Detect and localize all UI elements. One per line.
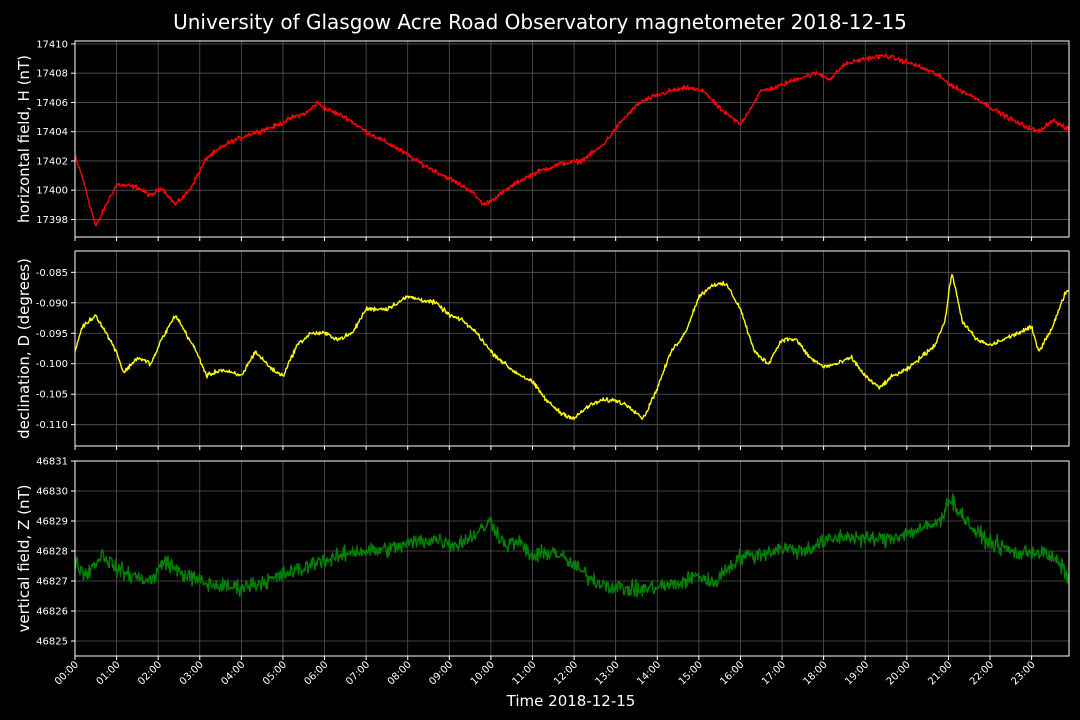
x-tick-label: 06:00 bbox=[302, 659, 330, 687]
y-axis-label: horizontal field, H (nT) bbox=[15, 55, 33, 223]
y-tick-label: 17404 bbox=[36, 127, 68, 138]
x-tick-label: 13:00 bbox=[594, 659, 622, 687]
figure-title: University of Glasgow Acre Road Observat… bbox=[173, 10, 907, 34]
x-tick-label: 09:00 bbox=[427, 659, 455, 687]
gridlines bbox=[75, 461, 1069, 656]
x-tick-label: 02:00 bbox=[136, 659, 164, 687]
y-tick-label: 46831 bbox=[36, 457, 68, 468]
y-tick-label: -0.105 bbox=[36, 390, 68, 401]
y-tick-label: -0.110 bbox=[36, 420, 68, 431]
x-tick-label: 04:00 bbox=[219, 659, 247, 687]
y-tick-label: 46830 bbox=[36, 487, 68, 498]
axes-frame bbox=[75, 251, 1069, 446]
gridlines bbox=[75, 251, 1069, 446]
y-tick-label: 17408 bbox=[36, 69, 68, 80]
axes-frame bbox=[75, 461, 1069, 656]
x-tick-label: 05:00 bbox=[261, 659, 289, 687]
axes-frame bbox=[75, 41, 1069, 237]
z-panel: 46825 46826 46827 46828 46829 46830 46831 verti… bbox=[15, 457, 1069, 661]
x-tick-label: 07:00 bbox=[344, 659, 372, 687]
x-tick-label: 10:00 bbox=[469, 659, 497, 687]
y-tick-label: 46828 bbox=[36, 547, 68, 558]
x-tick-label: 23:00 bbox=[1010, 659, 1038, 687]
x-tick-label: 03:00 bbox=[178, 659, 206, 687]
y-tick-label: -0.095 bbox=[36, 329, 68, 340]
x-tick-label: 15:00 bbox=[677, 659, 705, 687]
x-tick-label: 01:00 bbox=[95, 659, 123, 687]
x-tick-label: 21:00 bbox=[926, 659, 954, 687]
y-tick-label: 17410 bbox=[36, 39, 68, 50]
y-tick-label: 17406 bbox=[36, 98, 68, 109]
x-axis-label: Time 2018-12-15 bbox=[506, 692, 636, 710]
y-tick-label: 17400 bbox=[36, 186, 68, 197]
x-tick-label: 22:00 bbox=[968, 659, 996, 687]
series-line bbox=[75, 54, 1069, 226]
x-tick-label: 08:00 bbox=[386, 659, 414, 687]
x-tick-label: 11:00 bbox=[510, 659, 538, 687]
x-tick-label: 18:00 bbox=[802, 659, 830, 687]
d-panel: -0.110 -0.105 -0.100 -0.095 -0.090 -0.085decl… bbox=[15, 251, 1069, 450]
y-axis-label: declination, D (degrees) bbox=[15, 258, 33, 439]
y-tick-label: -0.100 bbox=[36, 359, 68, 370]
y-tick-label: 46826 bbox=[36, 607, 68, 618]
y-tick-label: 17398 bbox=[36, 215, 68, 226]
x-tick-label: 19:00 bbox=[843, 659, 871, 687]
x-tick-label: 17:00 bbox=[760, 659, 788, 687]
x-tick-label: 16:00 bbox=[718, 659, 746, 687]
series-line bbox=[75, 275, 1069, 420]
x-tick-label: 00:00 bbox=[53, 659, 81, 687]
gridlines bbox=[75, 41, 1069, 237]
h-panel: 17398 17400 17402 17404 17406 17408 17410horiz… bbox=[15, 39, 1069, 241]
y-tick-label: 17402 bbox=[36, 156, 68, 167]
x-tick-label: 12:00 bbox=[552, 659, 580, 687]
y-tick-label: -0.090 bbox=[36, 298, 68, 309]
y-tick-label: 46829 bbox=[36, 517, 68, 528]
y-tick-label: 46825 bbox=[36, 637, 68, 648]
y-tick-label: -0.085 bbox=[36, 268, 68, 279]
x-tick-label: 14:00 bbox=[635, 659, 663, 687]
y-tick-label: 46827 bbox=[36, 577, 68, 588]
series-line bbox=[75, 494, 1069, 597]
x-tick-label: 20:00 bbox=[885, 659, 913, 687]
y-axis-label: vertical field, Z (nT) bbox=[15, 484, 33, 632]
